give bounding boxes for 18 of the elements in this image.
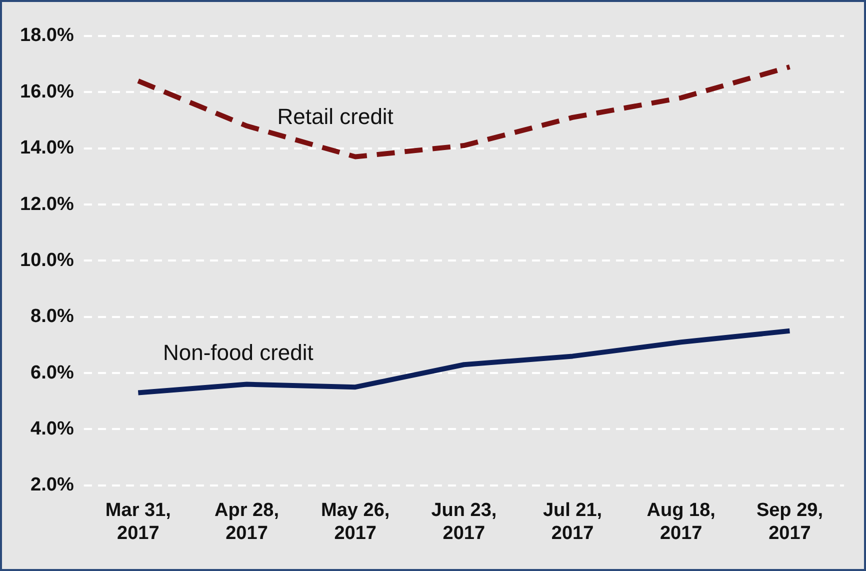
x-tick-label: Aug 18, 2017 <box>646 500 716 544</box>
y-tick-label: 16.0% <box>20 81 74 102</box>
x-tick-label: Mar 31, 2017 <box>105 500 171 544</box>
x-tick-label: Apr 28, 2017 <box>214 500 279 544</box>
y-tick-label: 6.0% <box>30 362 74 384</box>
y-tick-label: 10.0% <box>20 250 74 271</box>
series-label: Retail credit <box>277 104 394 129</box>
x-tick-label: Sep 29, 2017 <box>756 500 823 544</box>
y-tick-label: 18.0% <box>20 25 74 46</box>
y-tick-label: 4.0% <box>30 418 74 440</box>
series-label: Non-food credit <box>162 340 314 365</box>
y-tick-label: 14.0% <box>20 138 74 159</box>
y-tick-label: 8.0% <box>30 306 74 328</box>
y-tick-label: 2.0% <box>30 474 74 496</box>
x-tick-label: Jul 21, 2017 <box>542 500 602 544</box>
x-tick-label: May 26, 2017 <box>321 500 390 544</box>
x-tick-label: Jun 23, 2017 <box>431 500 497 544</box>
y-tick-label: 12.0% <box>20 194 74 215</box>
